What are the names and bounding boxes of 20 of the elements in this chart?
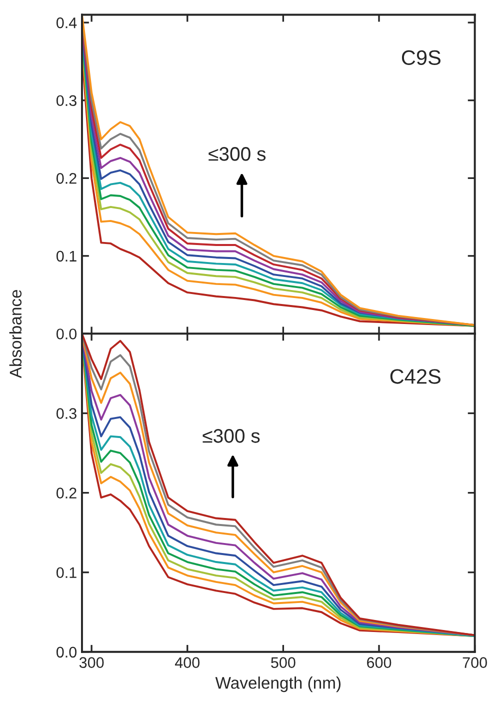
annotation: ≤300 s xyxy=(202,429,260,443)
x-axis-title: Wavelength (nm) xyxy=(215,676,341,692)
x-tick-label: 700 xyxy=(462,657,487,668)
x-tick-label: 400 xyxy=(174,657,200,668)
y-tick-label: 0.0 xyxy=(56,328,77,340)
annotation: ≤300 s xyxy=(208,147,266,161)
y-tick-label: 0.3 xyxy=(56,95,76,106)
x-tick-label: 500 xyxy=(271,657,296,668)
y-tick-label: 0.1 xyxy=(56,250,76,262)
y-tick-label: 0.0 xyxy=(56,646,77,658)
y-tick-label: 0.3 xyxy=(56,408,76,419)
y-tick-label: 0.1 xyxy=(56,567,76,578)
y-tick-label: 0.2 xyxy=(56,488,76,498)
y-axis-title: Absorbance xyxy=(9,290,22,378)
text: C9S xyxy=(402,50,440,66)
y-tick-label: 0.2 xyxy=(56,172,76,184)
text: C42S xyxy=(390,369,440,384)
x-tick-label: 300 xyxy=(79,657,104,668)
y-tick-label: 0.4 xyxy=(56,17,77,28)
x-tick-label: 600 xyxy=(367,657,392,668)
